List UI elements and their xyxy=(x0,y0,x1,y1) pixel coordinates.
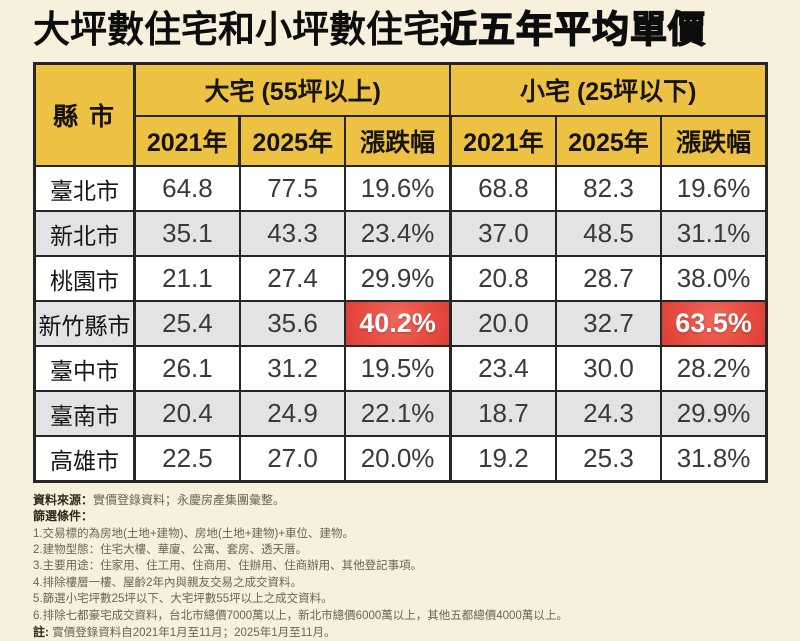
city-cell: 臺北市 xyxy=(33,165,136,213)
value-cell: 25.4 xyxy=(133,300,241,348)
table-row-highlighted: 新竹縣市 25.4 35.6 40.2% 20.0 32.7 63.5% xyxy=(33,300,768,348)
table-row: 桃園市 21.1 27.4 29.9% 20.8 28.7 38.0% xyxy=(33,255,768,303)
value-cell: 22.5 xyxy=(133,435,241,483)
value-cell: 29.9% xyxy=(660,390,768,438)
value-cell: 48.5 xyxy=(554,210,663,258)
condition-item: 4.排除樓層一樓、屋齡2年內與親友交易之成交資料。 xyxy=(33,576,302,589)
title-heavy-part: 近五年平均單價 xyxy=(439,8,706,50)
value-cell: 20.0% xyxy=(344,435,452,483)
value-cell: 82.3 xyxy=(554,165,663,213)
header-group-large-home: 大宅 (55坪以上) xyxy=(133,62,452,118)
value-cell: 32.7 xyxy=(554,300,663,348)
condition-item: 6.排除七都豪宅成交資料，台北市總價7000萬以上，新北市總價6000萬以上，其… xyxy=(33,609,568,622)
value-cell: 31.8% xyxy=(660,435,768,483)
value-cell: 28.7 xyxy=(554,255,663,303)
city-cell: 高雄市 xyxy=(33,435,136,483)
value-cell: 27.0 xyxy=(238,435,347,483)
table-header-year-row: 2021年 2025年 漲跌幅 2021年 2025年 漲跌幅 xyxy=(35,115,768,168)
value-cell: 38.0% xyxy=(660,255,768,303)
header-group-small-home: 小宅 (25坪以下) xyxy=(449,62,768,118)
value-cell: 27.4 xyxy=(238,255,347,303)
condition-item: 2.建物型態：住宅大樓、華廈、公寓、套房、透天厝。 xyxy=(33,543,308,556)
value-cell: 19.6% xyxy=(344,165,452,213)
value-cell: 20.8 xyxy=(449,255,557,303)
header-county: 縣 市 xyxy=(33,62,136,168)
source-line: 資料來源：實價登錄資料；永慶房產集團彙整。 xyxy=(33,492,768,508)
value-cell: 35.1 xyxy=(133,210,241,258)
header-small-2021: 2021年 xyxy=(449,115,557,168)
footnotes: 資料來源：實價登錄資料；永慶房產集團彙整。 篩選條件： 1.交易標的為房地(土地… xyxy=(33,492,768,641)
header-small-2025: 2025年 xyxy=(554,115,663,168)
value-cell: 37.0 xyxy=(449,210,557,258)
value-cell: 24.3 xyxy=(554,390,663,438)
header-small-change: 漲跌幅 xyxy=(660,115,768,168)
value-cell: 19.6% xyxy=(660,165,768,213)
value-cell: 68.8 xyxy=(449,165,557,213)
note-label: 註: xyxy=(33,625,49,639)
conditions-heading: 篩選條件： xyxy=(33,508,768,525)
value-cell: 18.7 xyxy=(449,390,557,438)
value-cell: 31.1% xyxy=(660,210,768,258)
highlight-cell-small-change: 63.5% xyxy=(660,300,768,348)
value-cell: 30.0 xyxy=(554,345,663,393)
value-cell: 31.2 xyxy=(238,345,347,393)
page-title: 大坪數住宅和小坪數住宅近五年平均單價 xyxy=(33,7,768,53)
value-cell: 35.6 xyxy=(238,300,347,348)
value-cell: 19.5% xyxy=(344,345,452,393)
value-cell: 29.9% xyxy=(344,255,452,303)
note-line: 註: 實價登錄資料自2021年1月至11月；2025年1月至11月。 xyxy=(33,624,768,641)
value-cell: 77.5 xyxy=(238,165,347,213)
city-cell: 桃園市 xyxy=(33,255,136,303)
table-row: 臺中市 26.1 31.2 19.5% 23.4 30.0 28.2% xyxy=(33,345,768,393)
header-large-2021: 2021年 xyxy=(133,115,242,168)
header-large-change: 漲跌幅 xyxy=(344,115,452,168)
value-cell: 23.4% xyxy=(344,210,452,258)
table-row: 高雄市 22.5 27.0 20.0% 19.2 25.3 31.8% xyxy=(33,435,768,483)
header-large-2025: 2025年 xyxy=(238,115,347,168)
city-cell: 臺中市 xyxy=(33,345,136,393)
value-cell: 23.4 xyxy=(449,345,557,393)
highlight-cell-large-change: 40.2% xyxy=(344,300,452,348)
conditions-label: 篩選條件： xyxy=(33,509,94,524)
value-cell: 21.1 xyxy=(133,255,241,303)
table-row: 臺北市 64.8 77.5 19.6% 68.8 82.3 19.6% xyxy=(33,165,768,213)
value-cell: 28.2% xyxy=(660,345,768,393)
condition-item: 3.主要用途：住家用、住工用、住商用、住辦用、住商辦用、其他登記事項。 xyxy=(33,560,423,573)
value-cell: 43.3 xyxy=(238,210,347,258)
condition-item: 5.篩選小宅坪數25坪以下、大宅坪數55坪以上之成交資料。 xyxy=(33,593,333,606)
value-cell: 20.4 xyxy=(133,390,241,438)
title-normal-part: 大坪數住宅和小坪數住宅 xyxy=(33,9,440,50)
source-label: 資料來源： xyxy=(33,492,94,507)
value-cell: 24.9 xyxy=(238,390,347,438)
value-cell: 20.0 xyxy=(449,300,557,348)
table-header-group-row: 縣 市 大宅 (55坪以上) 小宅 (25坪以下) xyxy=(33,62,768,168)
note-text: 實價登錄資料自2021年1月至11月；2025年1月至11月。 xyxy=(52,627,336,639)
value-cell: 25.3 xyxy=(554,435,663,483)
price-table: 縣 市 大宅 (55坪以上) 小宅 (25坪以下) 2021年 2025年 漲跌… xyxy=(33,62,768,483)
table-row: 臺南市 20.4 24.9 22.1% 18.7 24.3 29.9% xyxy=(33,390,768,438)
city-cell: 新竹縣市 xyxy=(33,300,136,348)
table-row: 新北市 35.1 43.3 23.4% 37.0 48.5 31.1% xyxy=(33,210,768,258)
value-cell: 64.8 xyxy=(133,165,241,213)
condition-item: 1.交易標的為房地(土地+建物)、房地(土地+建物)+車位、建物。 xyxy=(33,527,355,540)
value-cell: 26.1 xyxy=(133,345,241,393)
source-text: 實價登錄資料；永慶房產集團彙整。 xyxy=(93,492,286,507)
value-cell: 22.1% xyxy=(344,390,452,438)
city-cell: 新北市 xyxy=(33,210,136,258)
city-cell: 臺南市 xyxy=(33,390,136,438)
value-cell: 19.2 xyxy=(449,435,557,483)
